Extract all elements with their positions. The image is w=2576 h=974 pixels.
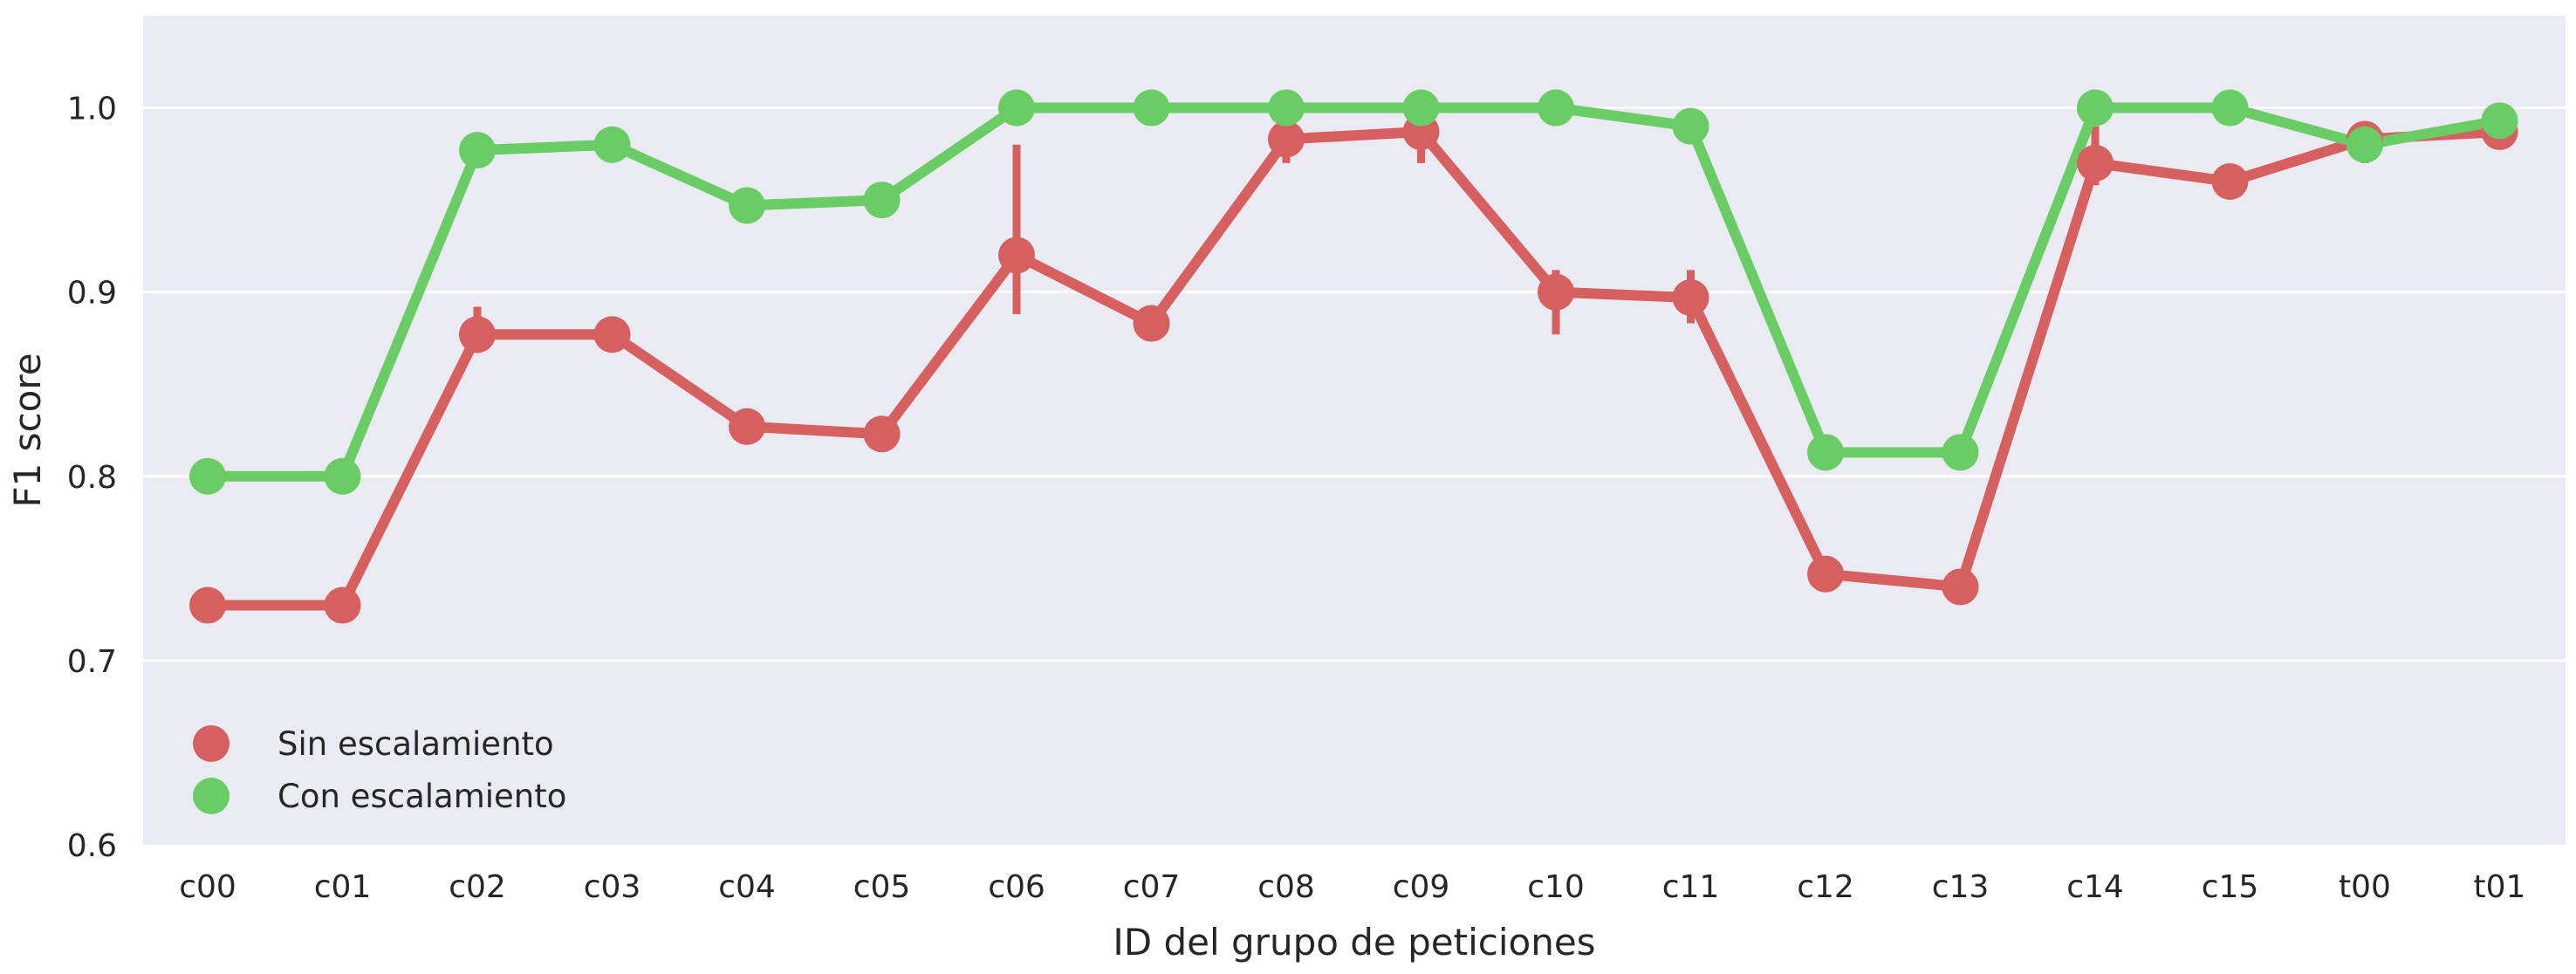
data-point — [1268, 89, 1305, 127]
x-tick-label: c01 — [314, 869, 372, 905]
data-point — [593, 316, 631, 353]
series-line — [208, 127, 2500, 611]
y-tick-label: 0.9 — [67, 276, 117, 312]
data-point — [1402, 89, 1440, 127]
y-axis-label: F1 score — [6, 353, 49, 507]
x-tick-label: c07 — [1123, 869, 1181, 905]
x-tick-label: c10 — [1527, 869, 1585, 905]
data-point — [189, 457, 226, 495]
legend: Sin escalamiento Con escalamiento — [193, 725, 566, 815]
x-tick-label: c02 — [449, 869, 506, 905]
y-tick-labels: 0.6 0.7 0.8 0.9 1.0 — [67, 92, 117, 864]
data-point — [459, 132, 496, 169]
legend-label: Sin escalamiento — [277, 725, 554, 763]
plot-background — [143, 16, 2566, 845]
data-point — [2077, 89, 2114, 127]
data-point — [1672, 107, 1709, 145]
data-point — [324, 586, 361, 624]
data-point — [593, 126, 631, 163]
legend-label: Con escalamiento — [277, 778, 566, 815]
data-point — [1807, 555, 1844, 593]
data-point — [998, 89, 1035, 127]
x-tick-label: c13 — [1932, 869, 1990, 905]
y-tick-label: 0.6 — [67, 828, 117, 864]
x-tick-label: t00 — [2339, 869, 2391, 905]
legend-marker — [193, 725, 230, 762]
x-tick-label: t01 — [2474, 869, 2526, 905]
series-points — [189, 89, 2518, 624]
data-point — [1942, 568, 1979, 606]
data-point — [2077, 144, 2114, 182]
x-tick-label: c11 — [1662, 869, 1720, 905]
data-point — [189, 586, 226, 624]
x-tick-label: c14 — [2066, 869, 2124, 905]
data-point — [1807, 434, 1844, 471]
data-point — [998, 237, 1035, 274]
data-point — [1268, 120, 1305, 158]
data-point — [1133, 89, 1170, 127]
y-tick-label: 0.8 — [67, 460, 117, 496]
data-point — [863, 182, 901, 219]
x-tick-label: c03 — [584, 869, 641, 905]
data-point — [1942, 434, 1979, 471]
x-tick-label: c04 — [718, 869, 776, 905]
x-tick-labels: c00 c01 c02 c03 c04 c05 c06 c07 c08 c09 c10 c11 c12 c… — [179, 869, 2525, 905]
data-point — [863, 415, 901, 453]
data-point — [2481, 102, 2518, 140]
data-point — [1672, 279, 1709, 316]
data-point — [324, 457, 361, 495]
data-point — [729, 408, 765, 445]
data-point — [729, 187, 765, 224]
x-tick-label: c00 — [179, 869, 236, 905]
x-tick-label: c15 — [2202, 869, 2259, 905]
x-axis-label: ID del grupo de peticiones — [1113, 921, 1595, 964]
series-lines — [208, 102, 2501, 611]
data-point — [2211, 163, 2249, 200]
data-point — [459, 316, 496, 353]
y-tick-label: 0.7 — [67, 644, 117, 680]
x-tick-label: c09 — [1393, 869, 1450, 905]
data-point — [2346, 126, 2383, 163]
y-tick-label: 1.0 — [67, 92, 117, 127]
data-point — [1133, 305, 1170, 342]
x-tick-label: c05 — [853, 869, 911, 905]
x-tick-label: c12 — [1797, 869, 1854, 905]
series-line — [208, 102, 2501, 482]
x-tick-label: c08 — [1257, 869, 1315, 905]
data-point — [2211, 89, 2249, 127]
legend-marker — [193, 778, 230, 814]
data-point — [1538, 89, 1574, 127]
x-tick-label: c06 — [988, 869, 1045, 905]
data-point — [1538, 273, 1574, 311]
